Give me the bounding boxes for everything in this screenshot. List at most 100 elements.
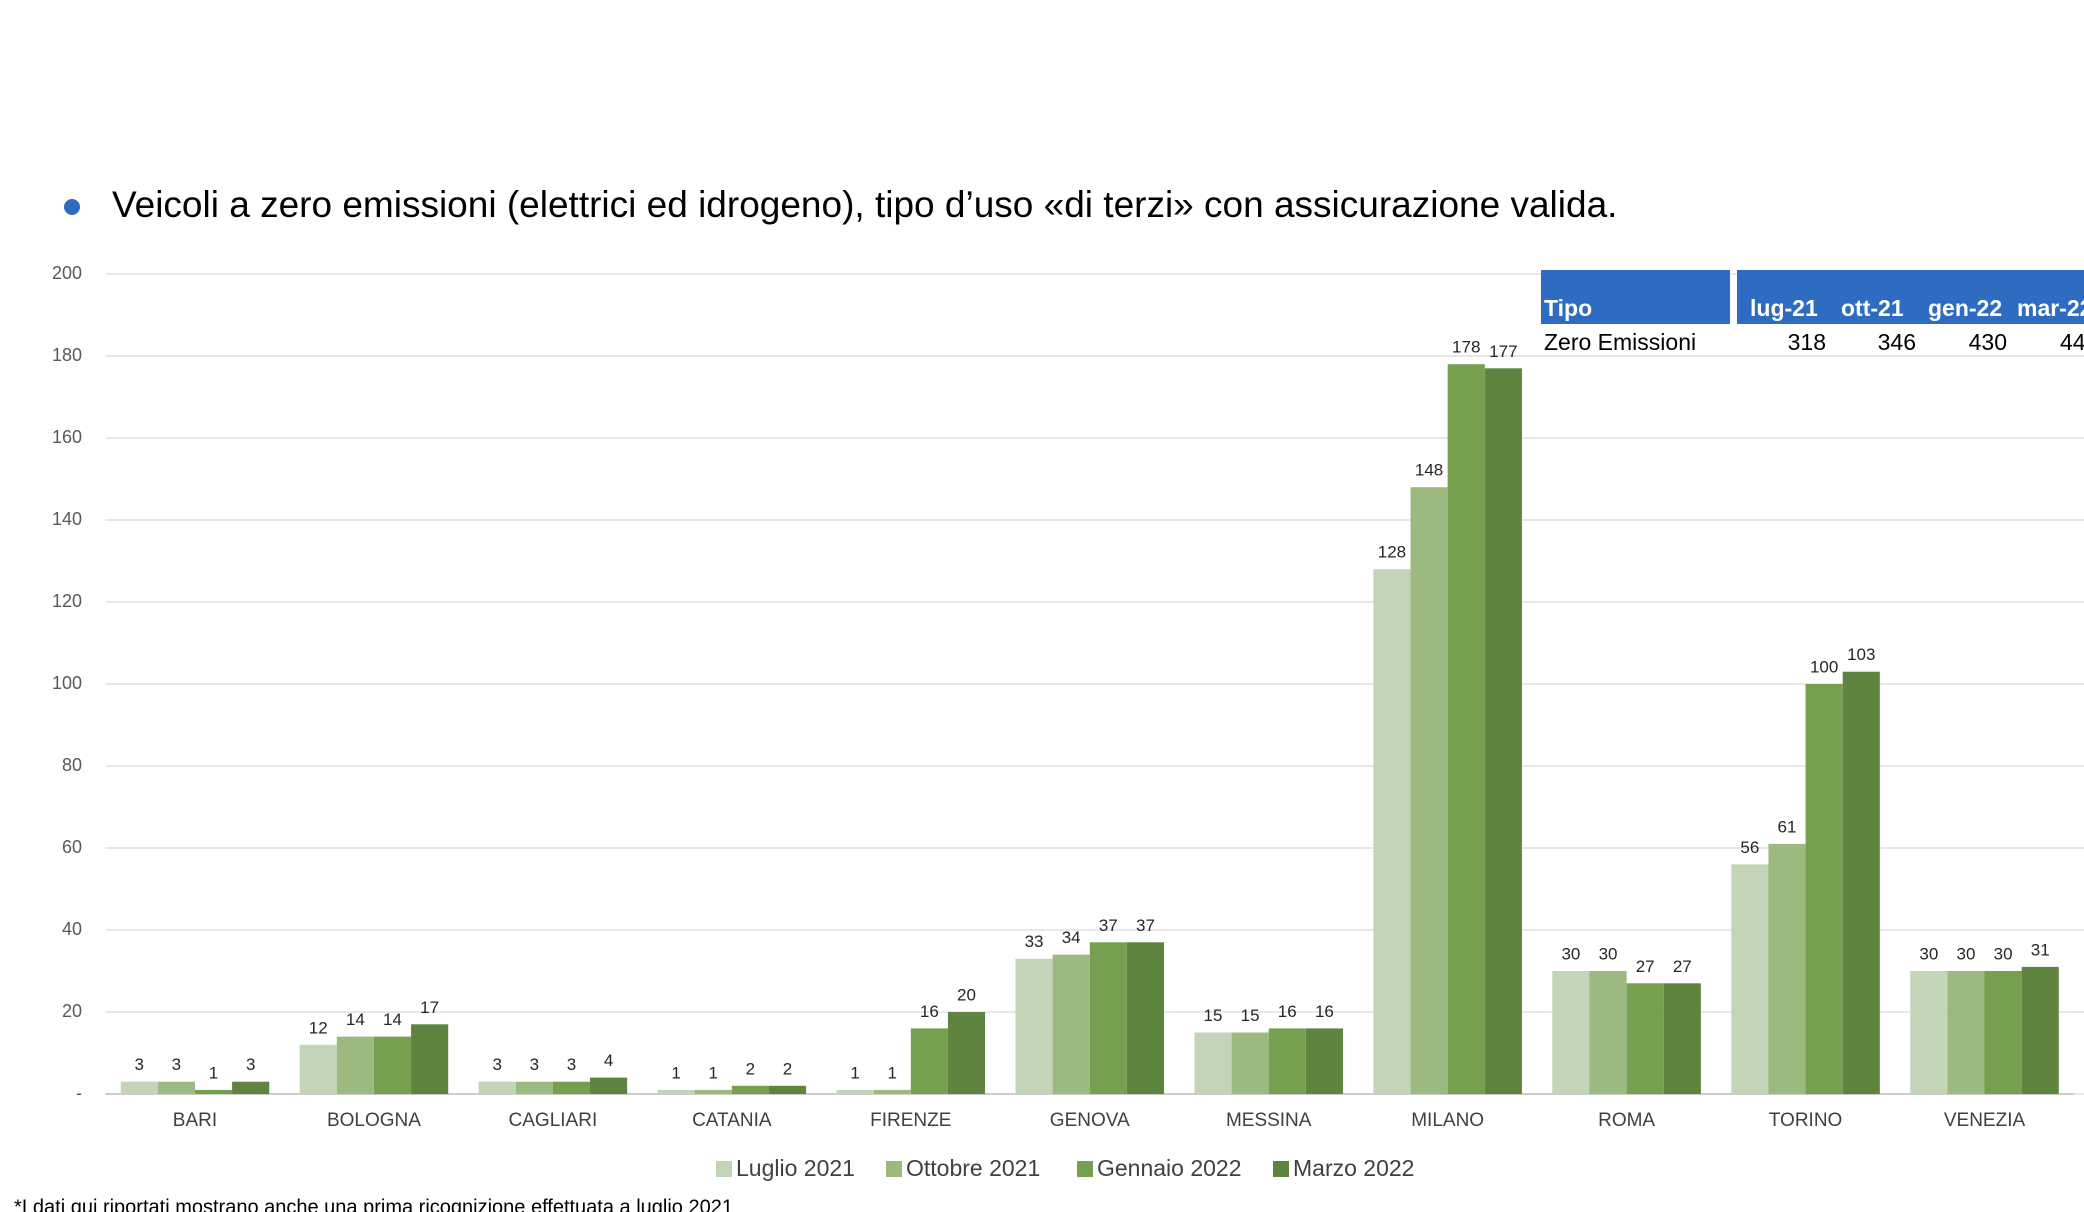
bar [1410,487,1448,1094]
data-label: 3 [135,1055,144,1074]
data-label: 14 [346,1010,365,1029]
bar [1052,954,1090,1094]
table-cell: 44 [2060,329,2084,355]
x-tick-label: BARI [173,1110,217,1131]
y-tick-label: 200 [52,263,82,283]
data-label: 31 [2031,940,2050,959]
bar [731,1085,769,1094]
table-cell: 346 [1878,329,1916,355]
data-label: 56 [1740,838,1759,857]
bar [1910,971,1948,1094]
bar [1305,1028,1343,1094]
bar [1194,1032,1232,1094]
data-label: 3 [530,1055,539,1074]
y-tick-label: 80 [62,755,82,775]
data-label: 4 [604,1051,613,1070]
x-tick-label: ROMA [1598,1110,1655,1131]
bar [768,1085,807,1094]
bar [2021,966,2059,1094]
bar [873,1089,911,1094]
bar [657,1089,695,1094]
data-label: 177 [1489,342,1517,361]
x-tick-label: FIRENZE [870,1110,951,1131]
bar [1373,569,1411,1094]
data-label: 33 [1025,932,1044,951]
table-header: gen-22 [1928,295,2002,321]
x-tick-label: MESSINA [1226,1110,1312,1131]
table-header: Tipo [1544,295,1592,321]
data-label: 16 [920,1002,939,1021]
x-tick-label: MILANO [1411,1110,1484,1131]
bar [1731,864,1769,1094]
x-tick-label: TORINO [1769,1110,1843,1131]
data-label: 30 [1994,944,2013,963]
y-tick-label: 40 [62,919,82,939]
x-tick-label: VENEZIA [1944,1110,2026,1131]
data-label: 1 [709,1063,718,1082]
data-label: 27 [1673,957,1692,976]
bar [1552,971,1590,1094]
bar [515,1081,553,1094]
bar [1626,983,1664,1094]
legend-label: Luglio 2021 [736,1155,855,1181]
data-label: 34 [1062,928,1081,947]
bar [299,1044,337,1094]
table-cell: 318 [1788,329,1826,355]
bar [1842,671,1880,1094]
data-label: 1 [209,1063,218,1082]
data-label: 30 [1599,944,1618,963]
y-tick-label: 180 [52,345,82,365]
data-label: 15 [1204,1006,1223,1025]
table-cell: 430 [1969,329,2007,355]
data-label: 20 [957,985,976,1004]
bar [1447,364,1485,1094]
legend-swatch [886,1161,902,1177]
data-label: 178 [1452,338,1480,357]
bar [1126,942,1165,1094]
table-header-cell [1737,270,2084,324]
data-label: 3 [567,1055,576,1074]
y-tick-label: 20 [62,1001,82,1021]
bar [157,1081,195,1094]
x-tick-label: GENOVA [1050,1110,1130,1131]
data-label: 12 [309,1018,328,1037]
data-label: 2 [783,1059,792,1078]
data-label: 37 [1136,916,1155,935]
bar [1768,843,1806,1094]
chart-title: Veicoli a zero emissioni (elettrici ed i… [112,184,1617,225]
bar [910,1028,948,1094]
x-tick-label: CAGLIARI [509,1110,598,1131]
bar [1947,971,1985,1094]
bar [1015,958,1053,1094]
data-label: 30 [1561,944,1580,963]
bar [836,1089,874,1094]
bar [947,1012,986,1094]
y-tick-label: 100 [52,673,82,693]
data-label: 1 [850,1063,859,1082]
data-label: 17 [420,998,439,1017]
y-tick-label: 120 [52,591,82,611]
data-label: 103 [1847,645,1875,664]
legend-swatch [1077,1161,1093,1177]
footnote: *I dati qui riportati mostrano anche una… [14,1196,733,1212]
bar [1984,971,2022,1094]
bar [694,1089,732,1094]
y-tick-label: 60 [62,837,82,857]
data-label: 3 [246,1055,255,1074]
y-tick-label: 140 [52,509,82,529]
legend-swatch [716,1161,732,1177]
bar [1484,368,1522,1094]
y-tick-label: 160 [52,427,82,447]
bar [1805,684,1843,1094]
bar [1268,1028,1306,1094]
bar [1589,971,1627,1094]
table-cell: Zero Emissioni [1544,329,1696,355]
data-label: 30 [1919,944,1938,963]
y-tick-label: - [76,1083,82,1103]
bar [590,1077,628,1094]
data-label: 30 [1956,944,1975,963]
table-header: ott-21 [1841,295,1904,321]
data-label: 1 [887,1063,896,1082]
